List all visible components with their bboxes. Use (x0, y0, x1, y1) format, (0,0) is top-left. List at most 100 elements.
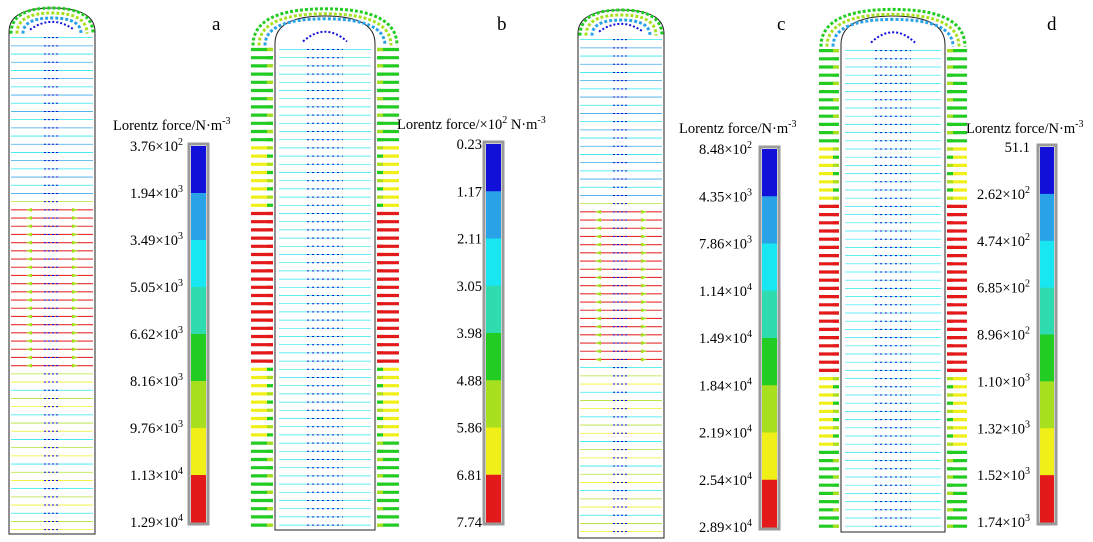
dome-vector-arc (257, 12, 393, 46)
tick-mantissa: 3.76 (130, 139, 155, 155)
colorbar-segment (191, 428, 206, 476)
tick-mantissa: 4.74 (977, 234, 1003, 250)
force-arrowhead (26, 322, 78, 327)
force-arrowhead (595, 349, 647, 354)
force-arrowhead (595, 234, 647, 239)
colorbar-segment (762, 338, 777, 386)
tick-times-base: ×10 (724, 189, 747, 205)
tick-exponent: 4 (747, 329, 752, 340)
tick-mantissa: 2.54 (699, 473, 725, 489)
tick-exponent: 3 (747, 187, 752, 198)
tick-mantissa: 6.81 (457, 468, 482, 484)
force-arrowhead (595, 291, 647, 296)
dome-core-arc (302, 30, 348, 43)
dome-vector-arc (21, 16, 83, 34)
colorbar-tick-label: 1.17 (457, 184, 482, 200)
panel-letter: d (1047, 14, 1057, 35)
colorbar-title-text: Lorentz force/N·m (966, 121, 1076, 137)
tick-exponent: 3 (178, 278, 183, 289)
force-arrowhead (26, 298, 78, 303)
tick-exponent: 3 (1025, 419, 1030, 430)
colorbar-title-exponent: 2 (502, 115, 507, 126)
force-arrowhead (595, 332, 647, 337)
colorbar-title-exponent: -3 (788, 119, 796, 130)
tick-mantissa: 4.88 (457, 373, 482, 389)
colorbar-segment (486, 191, 501, 239)
force-arrowhead (595, 242, 647, 247)
colorbar-tick-label: 1.29×104 (130, 513, 183, 531)
panel-letter: c (777, 14, 785, 35)
force-arrowhead (595, 209, 647, 214)
dome-core-arc (29, 20, 75, 31)
colorbar-segment (191, 146, 206, 194)
colorbar-segment (486, 285, 501, 334)
tick-mantissa: 6.62 (130, 327, 155, 343)
force-arrowhead (595, 259, 647, 264)
tick-mantissa: 8.96 (977, 328, 1002, 344)
tick-mantissa: 7.86 (699, 237, 724, 253)
colorbar-title: Lorentz force/N·m-3 (679, 119, 796, 137)
colorbar-tick-label: 1.49×104 (699, 329, 752, 347)
colorbar-tick-label: 7.86×103 (699, 235, 752, 253)
colorbar-tick-label: 1.94×103 (130, 184, 183, 202)
colorbar-tick-label: 8.16×103 (130, 372, 183, 390)
force-arrowhead (595, 341, 647, 346)
colorbar-segment (1040, 240, 1054, 289)
tick-mantissa: 1.84 (699, 378, 725, 394)
tick-exponent: 3 (178, 184, 183, 195)
tick-times-base: ×10 (1002, 421, 1025, 437)
tick-times-base: ×10 (155, 468, 178, 484)
dome-vector-field (9, 6, 95, 34)
colorbar-title: Lorentz force/N·m-3 (966, 119, 1083, 137)
tick-mantissa: 1.49 (699, 331, 724, 347)
tick-times-base: ×10 (724, 473, 747, 489)
colorbar-tick-label: 4.74×102 (977, 232, 1030, 250)
tick-exponent: 3 (1025, 372, 1030, 383)
colorbar-tick-label: 4.88 (457, 373, 482, 389)
force-arrowhead (26, 306, 78, 311)
tick-times-base: ×10 (1002, 515, 1025, 531)
colorbar-segment (762, 479, 777, 528)
colorbar-segment (486, 333, 501, 381)
colorbar-title-unit: N·m (507, 117, 538, 133)
force-arrowhead (26, 355, 78, 360)
colorbar-tick-label: 5.05×103 (130, 278, 183, 296)
force-arrowhead (26, 289, 78, 294)
tick-times-base: ×10 (1002, 234, 1025, 250)
force-vector-field (11, 37, 93, 531)
tick-mantissa: 51.1 (1005, 140, 1030, 156)
tick-exponent: 3 (747, 235, 752, 246)
tick-times-base: ×10 (724, 237, 747, 253)
tick-times-base: ×10 (155, 186, 178, 202)
force-arrowhead (595, 357, 647, 362)
force-arrowhead (595, 250, 647, 255)
force-vector-field (819, 48, 967, 528)
force-vector-field (251, 47, 399, 527)
tick-exponent: 4 (747, 518, 752, 529)
tick-exponent: 4 (747, 424, 752, 435)
colorbar-tick-label: 6.62×103 (130, 325, 183, 343)
colorbar-frame (758, 145, 781, 531)
force-arrowhead (26, 265, 78, 270)
force-arrowhead (595, 283, 647, 288)
colorbar-segment (191, 381, 206, 429)
force-arrowhead (595, 308, 647, 313)
cylinder-outline (840, 15, 946, 533)
tick-exponent: 2 (1025, 185, 1030, 196)
colorbar-tick-label: 5.86 (457, 421, 482, 437)
tick-mantissa: 2.62 (977, 187, 1002, 203)
tick-exponent: 3 (178, 325, 183, 336)
force-arrowhead (595, 218, 647, 223)
force-arrowhead (595, 324, 647, 329)
tick-times-base: ×10 (155, 327, 178, 343)
dome-core-arc (870, 31, 916, 44)
colorbar-segment (486, 144, 501, 192)
tick-times-base: ×10 (1002, 374, 1025, 390)
tick-mantissa: 1.74 (977, 515, 1003, 531)
colorbar-title-exponent: -3 (1075, 119, 1083, 130)
colorbar-tick-label: 8.96×102 (977, 326, 1030, 344)
tick-times-base: ×10 (155, 139, 178, 155)
tick-mantissa: 4.35 (699, 189, 724, 205)
colorbar-tick-label: 51.1 (1005, 140, 1030, 156)
